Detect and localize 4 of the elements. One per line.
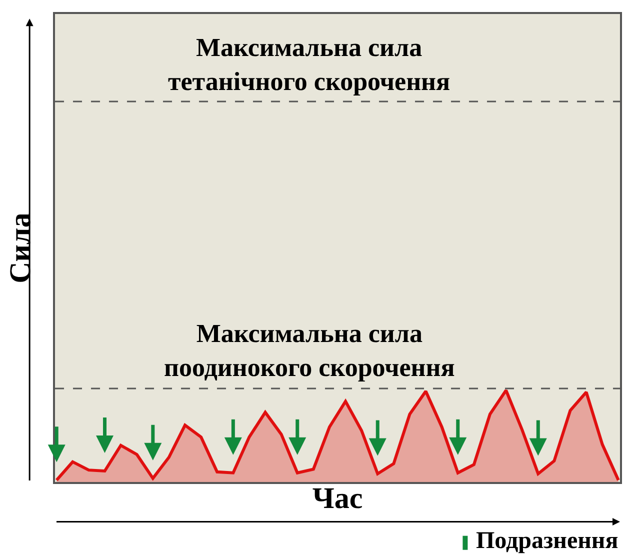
- ref-line-label: Максимальна сила тетанічного скорочення: [168, 33, 450, 96]
- ref-line-label: Максимальна сила поодинокого скорочення: [164, 319, 455, 382]
- text: Подразнення: [476, 528, 618, 554]
- x-axis-title: Час: [312, 482, 363, 515]
